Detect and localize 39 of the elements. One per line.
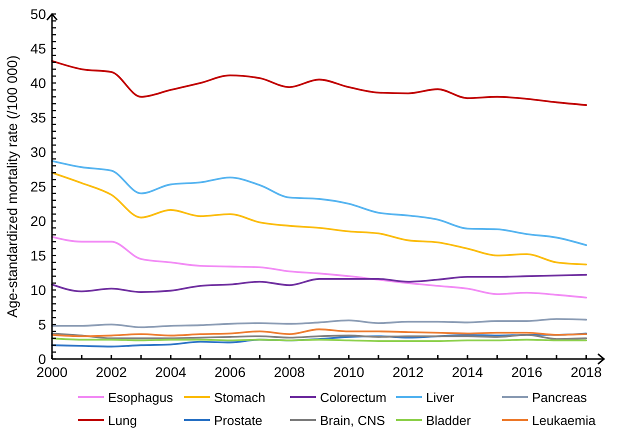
line-series bbox=[51, 60, 588, 106]
legend-label: Pancreas bbox=[532, 390, 588, 405]
y-tick-label: 20 bbox=[30, 213, 46, 229]
line-series bbox=[51, 236, 588, 298]
x-tick-label: 2018 bbox=[570, 364, 602, 380]
y-tick-label: 50 bbox=[30, 6, 46, 22]
x-tick-label: 2012 bbox=[392, 364, 424, 380]
legend-label: Lung bbox=[108, 413, 137, 428]
line-series bbox=[51, 274, 588, 293]
x-tick-label: 2006 bbox=[214, 364, 246, 380]
y-tick-label: 40 bbox=[30, 75, 46, 91]
x-tick-label: 2016 bbox=[511, 364, 543, 380]
y-tick-label: 30 bbox=[30, 144, 46, 160]
legend-label: Liver bbox=[426, 390, 455, 405]
y-tick-label: 15 bbox=[30, 248, 46, 264]
y-tick-label: 0 bbox=[38, 351, 46, 367]
y-tick-label: 25 bbox=[30, 178, 46, 194]
line-series bbox=[51, 328, 588, 338]
legend-label: Brain, CNS bbox=[320, 413, 386, 428]
x-tick-label: 2004 bbox=[155, 364, 186, 380]
y-tick-label: 5 bbox=[38, 316, 46, 332]
line-series bbox=[51, 318, 588, 328]
y-tick-label: 10 bbox=[30, 282, 46, 298]
x-tick-label: 2002 bbox=[96, 364, 128, 380]
x-tick-label: 2010 bbox=[333, 364, 365, 380]
x-tick-label: 2000 bbox=[36, 364, 68, 380]
x-tick-label: 2008 bbox=[274, 364, 306, 380]
legend-label: Prostate bbox=[214, 413, 262, 428]
legend-label: Stomach bbox=[214, 390, 266, 405]
legend-label: Esophagus bbox=[108, 390, 174, 405]
legend-label: Bladder bbox=[426, 413, 472, 428]
y-tick-label: 45 bbox=[30, 40, 46, 56]
line-series bbox=[51, 172, 588, 266]
y-axis-title: Age-standardized mortality rate (/100 000) bbox=[4, 55, 20, 318]
legend-label: Leukaemia bbox=[532, 413, 596, 428]
legend-label: Colorectum bbox=[320, 390, 386, 405]
y-tick-label: 35 bbox=[30, 110, 46, 126]
line-series bbox=[51, 160, 588, 246]
x-tick-label: 2014 bbox=[452, 364, 484, 380]
